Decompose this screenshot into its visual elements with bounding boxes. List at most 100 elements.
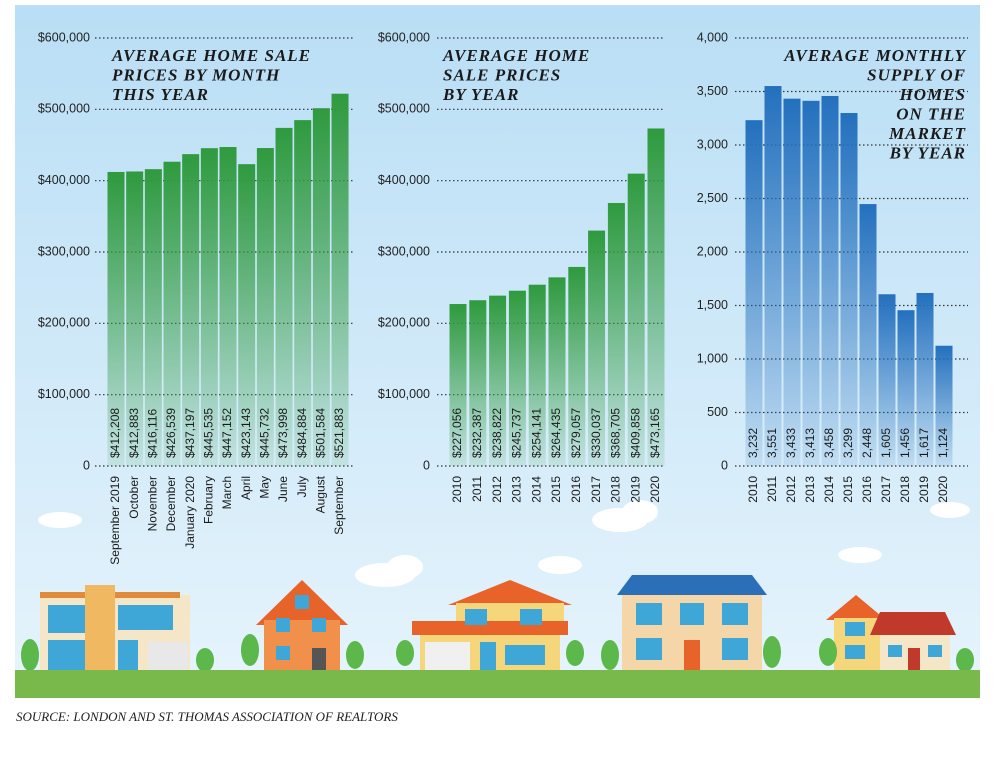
y-tick-label: $200,000 xyxy=(38,316,90,330)
value-label: $521,883 xyxy=(332,408,346,458)
value-label: 2,448 xyxy=(860,428,874,458)
x-tick-label: 2013 xyxy=(510,476,524,503)
clouds xyxy=(38,500,970,587)
x-tick-label: 2010 xyxy=(450,476,464,503)
value-label: $426,539 xyxy=(164,408,178,458)
bar xyxy=(449,304,467,466)
value-label: 1,456 xyxy=(898,428,912,458)
x-tick-label: June xyxy=(276,476,290,502)
value-label: $368,705 xyxy=(609,408,623,458)
y-tick-label: $600,000 xyxy=(378,30,430,44)
y-tick-label: 2,500 xyxy=(697,191,728,205)
value-label: 1,605 xyxy=(879,428,893,458)
bar xyxy=(256,148,274,467)
chart-title: BY YEAR xyxy=(889,143,966,162)
chart-title: ON THE xyxy=(896,104,966,123)
bar xyxy=(627,173,645,466)
x-tick-label: January 2020 xyxy=(183,476,197,549)
source-note: SOURCE: LONDON AND ST. THOMAS ASSOCIATIO… xyxy=(16,709,398,724)
value-label: $484,884 xyxy=(295,408,309,458)
x-tick-label: May xyxy=(258,476,272,499)
bar xyxy=(568,266,586,466)
bar xyxy=(508,290,526,466)
value-label: $238,822 xyxy=(490,408,504,458)
bar xyxy=(469,300,487,466)
x-tick-label: 2011 xyxy=(470,476,484,502)
value-label: $416,116 xyxy=(146,409,160,458)
houses xyxy=(21,575,974,673)
value-label: 3,433 xyxy=(784,428,798,458)
x-tick-label: 2018 xyxy=(609,476,623,503)
chart-title: SALE PRICES xyxy=(443,65,561,84)
y-tick-label: 4,000 xyxy=(697,30,728,44)
bar xyxy=(916,292,934,466)
value-label: $232,387 xyxy=(470,408,484,458)
value-label: $330,037 xyxy=(589,408,603,458)
bar xyxy=(840,113,858,466)
x-tick-label: 2014 xyxy=(529,476,543,503)
y-tick-label: 1,000 xyxy=(697,351,728,365)
x-tick-label: 2016 xyxy=(860,476,874,503)
x-tick-label: October xyxy=(127,476,141,519)
x-tick-label: 2015 xyxy=(549,476,563,503)
x-tick-label: September 2019 xyxy=(108,476,122,565)
bar xyxy=(588,230,606,466)
bar xyxy=(107,171,125,466)
value-label: $412,208 xyxy=(108,408,122,458)
bar xyxy=(802,100,820,467)
value-label: $254,141 xyxy=(529,408,543,458)
y-tick-label: $400,000 xyxy=(38,173,90,187)
x-tick-label: 2017 xyxy=(879,476,893,503)
bar xyxy=(182,154,200,466)
bar xyxy=(294,120,312,466)
y-tick-label: 0 xyxy=(721,458,728,472)
value-label: $264,435 xyxy=(549,408,563,458)
x-tick-label: 2012 xyxy=(784,476,798,503)
x-tick-label: 2014 xyxy=(822,476,836,503)
bar xyxy=(163,161,181,466)
bar xyxy=(548,277,566,466)
value-label: $412,883 xyxy=(127,408,141,458)
chart-title: HOMES xyxy=(899,85,966,104)
chart-title: PRICES BY MONTH xyxy=(111,65,280,84)
y-tick-label: 0 xyxy=(83,458,90,472)
x-tick-label: 2012 xyxy=(490,476,504,503)
chart-title: MARKET xyxy=(888,124,966,143)
x-tick-label: February xyxy=(202,476,216,524)
x-tick-label: July xyxy=(295,476,309,497)
x-tick-label: December xyxy=(164,476,178,531)
y-tick-label: $200,000 xyxy=(378,316,430,330)
x-tick-label: 2015 xyxy=(841,476,855,503)
x-tick-label: September xyxy=(332,476,346,535)
value-label: 3,551 xyxy=(765,428,779,458)
bar xyxy=(219,147,237,467)
bar xyxy=(764,86,782,466)
bar xyxy=(783,98,801,466)
bar xyxy=(331,93,349,467)
y-tick-label: $500,000 xyxy=(38,102,90,116)
chart-title: AVERAGE HOME SALE xyxy=(111,46,311,65)
bar xyxy=(200,148,218,466)
x-tick-label: November xyxy=(146,476,160,531)
bar xyxy=(647,128,665,466)
y-tick-label: $500,000 xyxy=(378,102,430,116)
y-tick-label: 0 xyxy=(423,458,430,472)
y-tick-label: $300,000 xyxy=(38,244,90,258)
bar xyxy=(859,204,877,466)
bar xyxy=(489,295,507,466)
x-tick-label: 2020 xyxy=(648,476,662,503)
y-tick-label: $100,000 xyxy=(38,387,90,401)
value-label: 1,124 xyxy=(936,428,950,458)
y-tick-label: $100,000 xyxy=(378,387,430,401)
value-label: 3,458 xyxy=(822,428,836,458)
value-label: $423,143 xyxy=(239,408,253,458)
y-tick-label: 2,000 xyxy=(697,244,728,258)
bar xyxy=(878,294,896,466)
value-label: $437,197 xyxy=(183,408,197,458)
chart-title: SUPPLY OF xyxy=(867,65,966,84)
value-label: $501,584 xyxy=(314,408,328,458)
x-tick-label: 2011 xyxy=(765,476,779,502)
value-label: $409,858 xyxy=(628,408,642,458)
x-tick-label: April xyxy=(239,476,253,500)
